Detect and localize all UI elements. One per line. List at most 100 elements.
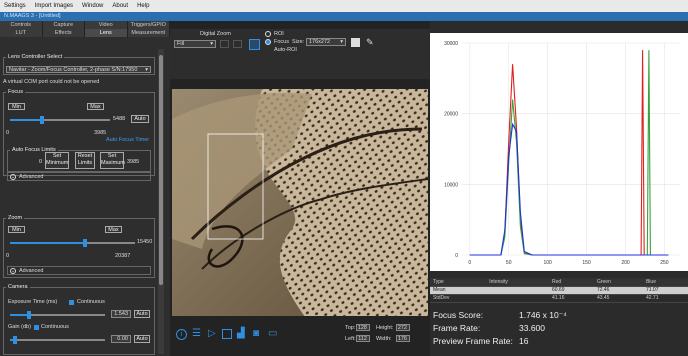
zoom-min-value: 0 bbox=[6, 253, 10, 259]
menu-help[interactable]: Help bbox=[137, 3, 150, 9]
roi-top-label: Top: bbox=[345, 325, 356, 331]
focus-auto-button[interactable]: Auto bbox=[131, 115, 149, 123]
histogram-icon[interactable]: ▟ bbox=[237, 328, 245, 339]
stats-header-row: Type Intensity Red Green Blue bbox=[430, 278, 688, 287]
y-tick-label: 30000 bbox=[444, 41, 458, 47]
focus-slider-thumb[interactable] bbox=[40, 116, 44, 124]
gain-continuous-label: Continuous bbox=[41, 324, 69, 330]
focus-advanced-expander[interactable] bbox=[7, 172, 151, 181]
roi-size-select[interactable]: 176x272 ▾ bbox=[306, 38, 346, 46]
exposure-auto-button[interactable]: Auto bbox=[134, 310, 150, 318]
focus-min-button[interactable]: Min bbox=[8, 103, 25, 110]
exposure-value-field[interactable]: 1.543 bbox=[111, 310, 131, 318]
digital-zoom-label: Digital Zoom bbox=[200, 31, 231, 37]
tab-capture[interactable]: Capture bbox=[42, 21, 85, 29]
y-tick-label: 10000 bbox=[444, 182, 458, 188]
camera-image[interactable] bbox=[172, 89, 428, 339]
gain-label: Gain (db) bbox=[8, 324, 31, 330]
left-scrollbar-thumb[interactable] bbox=[159, 55, 163, 285]
pen-icon[interactable]: ✎ bbox=[366, 37, 374, 47]
play-icon[interactable]: ▷ bbox=[208, 328, 216, 339]
stats-cell: Mean bbox=[430, 286, 487, 295]
exposure-continuous-checkbox[interactable] bbox=[69, 300, 74, 305]
tab-measurement[interactable]: Measurement bbox=[127, 29, 170, 37]
zoom-advanced-expander[interactable] bbox=[7, 266, 151, 275]
chevron-down-icon: ▾ bbox=[340, 39, 343, 45]
exposure-slider-thumb[interactable] bbox=[27, 311, 31, 319]
auto-focus-timer-link[interactable]: Auto Focus Timer bbox=[106, 137, 150, 143]
table-row[interactable]: StdDev 41.16 43.45 42.71 bbox=[430, 294, 688, 303]
stats-cell bbox=[486, 286, 549, 295]
roi-width-label: Width: bbox=[376, 336, 392, 342]
x-tick-label: 250 bbox=[660, 260, 669, 266]
reset-limits-button[interactable]: Reset Limits bbox=[75, 152, 95, 169]
lens-controller-select[interactable]: Navitar - Zoom/Focus Controller, 2-phase… bbox=[6, 66, 151, 73]
roi-height-field[interactable]: 272 bbox=[396, 324, 410, 331]
tab-row-1: Controls Capture Video Triggers/GPIO bbox=[0, 21, 170, 29]
focus-max-button[interactable]: Max bbox=[87, 103, 104, 110]
gain-value-field[interactable]: 0.00 bbox=[111, 335, 131, 343]
menu-settings[interactable]: Settings bbox=[4, 3, 26, 9]
tab-row-2: LUT Effects Lens Measurement bbox=[0, 29, 170, 37]
gain-slider[interactable] bbox=[10, 339, 105, 341]
tab-lens[interactable]: Lens bbox=[85, 29, 128, 37]
zoom-label: Zoom bbox=[6, 215, 25, 221]
set-minimum-button[interactable]: Set Minimum bbox=[45, 152, 69, 169]
center-panel: Digital Zoom Fill ▾ ROI Focus Size: 176x… bbox=[170, 21, 430, 356]
series-line-green bbox=[469, 50, 669, 256]
tab-video[interactable]: Video bbox=[85, 21, 128, 29]
zoom-slider-fill bbox=[10, 242, 85, 244]
lens-controller-label: Lens Controller Select bbox=[6, 54, 65, 60]
zoom-min-button[interactable]: Min bbox=[8, 226, 25, 233]
list-icon[interactable]: ☰ bbox=[192, 328, 201, 339]
zoom-out-icon[interactable] bbox=[233, 40, 242, 48]
zoom-in-icon[interactable] bbox=[220, 40, 229, 48]
exposure-slider[interactable] bbox=[10, 314, 105, 316]
roi-radio[interactable] bbox=[265, 31, 271, 37]
x-tick-label: 50 bbox=[506, 260, 512, 266]
copy-icon[interactable] bbox=[351, 38, 360, 47]
stats-cell: 41.16 bbox=[548, 294, 594, 303]
zoom-value: 15450 bbox=[137, 239, 153, 245]
stop-icon[interactable] bbox=[222, 329, 232, 339]
tab-effects[interactable]: Effects bbox=[42, 29, 85, 37]
zoom-slider-thumb[interactable] bbox=[83, 239, 87, 247]
gain-auto-button[interactable]: Auto bbox=[134, 335, 150, 343]
focus-radio[interactable] bbox=[265, 39, 271, 45]
menu-import-images[interactable]: Import Images bbox=[34, 3, 74, 9]
x-tick-label: 150 bbox=[582, 260, 591, 266]
focus-slider[interactable] bbox=[10, 119, 110, 121]
video-icon[interactable]: ▭ bbox=[268, 328, 278, 339]
stats-table: Type Intensity Red Green Blue Mean 60.69… bbox=[430, 278, 688, 303]
series-line-blue bbox=[469, 122, 669, 256]
size-label: Size: bbox=[292, 39, 305, 45]
roi-top-field[interactable]: 128 bbox=[356, 324, 370, 331]
focus-slider-fill bbox=[10, 119, 42, 121]
y-tick-label: 20000 bbox=[444, 112, 458, 118]
fit-to-window-icon[interactable] bbox=[249, 39, 260, 50]
set-maximum-button[interactable]: Set Maximum bbox=[100, 152, 125, 169]
roi-left-label: Left: bbox=[345, 336, 356, 342]
camera-icon[interactable]: ◙ bbox=[253, 328, 260, 339]
table-row[interactable]: Mean 60.69 72.46 71.07 bbox=[430, 286, 688, 295]
gain-slider-thumb[interactable] bbox=[13, 336, 17, 344]
menu-about[interactable]: About bbox=[112, 3, 129, 9]
focus-score-value: 1.746 x 10⁻⁴ bbox=[519, 310, 567, 320]
focus-value: 5488 bbox=[113, 116, 126, 122]
menu-window[interactable]: Window bbox=[82, 3, 104, 9]
zoom-max-button[interactable]: Max bbox=[105, 226, 122, 233]
auto-roi-label[interactable]: Auto-ROI bbox=[274, 47, 297, 53]
stats-cell: 72.46 bbox=[593, 286, 643, 295]
gain-continuous-checkbox[interactable] bbox=[34, 325, 39, 330]
roi-left-field[interactable]: 112 bbox=[356, 335, 370, 342]
stats-cell: 43.45 bbox=[593, 294, 643, 303]
zoom-fit-select[interactable]: Fill ▾ bbox=[174, 40, 216, 48]
info-icon[interactable]: i bbox=[176, 329, 187, 340]
auto-focus-limits-label: Auto Focus Limits bbox=[10, 147, 58, 153]
tab-triggers[interactable]: Triggers/GPIO bbox=[127, 21, 170, 29]
stats-header: Red bbox=[548, 278, 594, 287]
tab-controls[interactable]: Controls bbox=[0, 21, 43, 29]
tab-lut[interactable]: LUT bbox=[0, 29, 43, 37]
stats-header: Green bbox=[593, 278, 643, 287]
roi-width-field[interactable]: 176 bbox=[396, 335, 410, 342]
